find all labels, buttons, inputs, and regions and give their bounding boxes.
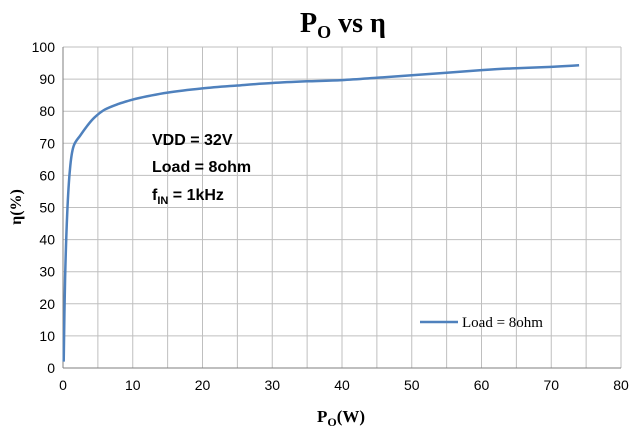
chart-title-rest: vs η bbox=[331, 8, 386, 39]
y-tick-label: 70 bbox=[39, 135, 55, 151]
x-tick-label: 60 bbox=[474, 377, 490, 393]
x-axis-label-rest: (W) bbox=[337, 407, 365, 426]
y-tick-label: 20 bbox=[39, 296, 55, 312]
y-tick-label: 50 bbox=[39, 200, 55, 216]
annotation-fin-sub: IN bbox=[157, 195, 168, 207]
series-line-load-8ohm bbox=[62, 64, 580, 362]
annotation-fin-rest: = 1kHz bbox=[168, 187, 224, 204]
annotation-fin: fIN = 1kHz bbox=[152, 187, 224, 207]
y-tick-label: 30 bbox=[39, 264, 55, 280]
annotation-load: Load = 8ohm bbox=[152, 159, 251, 176]
x-tick-label: 70 bbox=[543, 377, 559, 393]
y-tick-label: 100 bbox=[32, 39, 56, 55]
y-tick-label: 90 bbox=[39, 71, 55, 87]
x-tick-label: 0 bbox=[59, 377, 67, 393]
x-tick-label: 10 bbox=[125, 377, 141, 393]
x-tick-labels: 0 10 20 30 40 50 60 70 80 bbox=[59, 377, 629, 393]
y-tick-labels: 0 10 20 30 40 50 60 70 80 90 100 bbox=[32, 39, 56, 376]
y-axis-label: η(%) bbox=[8, 189, 25, 225]
chart-title-main: P bbox=[300, 8, 317, 39]
plot-area: 0 10 20 30 40 50 60 70 80 0 10 20 30 40 50 60 70 80 90 100 bbox=[32, 39, 629, 393]
y-tick-label: 10 bbox=[39, 328, 55, 344]
x-tick-label: 50 bbox=[404, 377, 420, 393]
x-axis-label: PO(W) bbox=[317, 407, 365, 429]
axes bbox=[62, 47, 621, 369]
y-tick-label: 60 bbox=[39, 167, 55, 183]
y-tick-label: 80 bbox=[39, 103, 55, 119]
chart-title-sub: O bbox=[317, 22, 331, 42]
x-tick-label: 20 bbox=[195, 377, 211, 393]
y-tick-label: 0 bbox=[47, 360, 55, 376]
x-tick-label: 40 bbox=[334, 377, 350, 393]
annotation-fin-main: f bbox=[152, 187, 158, 204]
chart-title: PO vs η bbox=[300, 8, 386, 42]
x-axis-label-sub: O bbox=[327, 415, 336, 429]
x-tick-label: 30 bbox=[264, 377, 280, 393]
annotation-vdd: VDD = 32V bbox=[152, 132, 233, 149]
y-tick-label: 40 bbox=[39, 232, 55, 248]
legend: Load = 8ohm bbox=[420, 315, 543, 331]
legend-label-load-8ohm: Load = 8ohm bbox=[462, 315, 543, 331]
series-layer bbox=[62, 64, 580, 362]
x-tick-label: 80 bbox=[613, 377, 629, 393]
x-axis-label-main: P bbox=[317, 407, 327, 426]
